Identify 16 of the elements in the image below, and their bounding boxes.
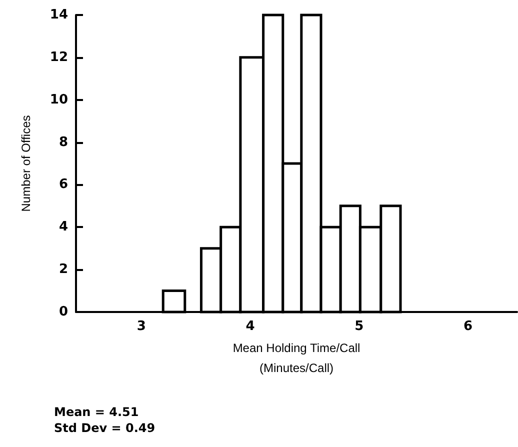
x-tick-label: 6 <box>463 319 473 334</box>
x-tick-label: 3 <box>136 319 146 334</box>
y-tick-label: 8 <box>58 134 68 150</box>
y-tick-label: 0 <box>58 304 68 320</box>
y-axis-title: Number of Offices <box>19 115 33 212</box>
y-tick-label: 10 <box>50 92 68 108</box>
x-tick-label: 4 <box>246 319 255 334</box>
text: Mean = 4.51 <box>54 405 139 419</box>
y-tick-label: 14 <box>50 8 68 22</box>
y-tick-label: 6 <box>58 177 68 192</box>
x-axis-title: Mean Holding Time/Call (Minutes/Call) <box>232 341 360 375</box>
text: Std Dev = 0.49 <box>54 421 156 435</box>
x-tick-label: 5 <box>354 319 364 334</box>
y-tick-label: 12 <box>50 50 68 65</box>
y-tick-label: 4 <box>58 220 68 235</box>
y-tick-label: 2 <box>58 262 68 278</box>
